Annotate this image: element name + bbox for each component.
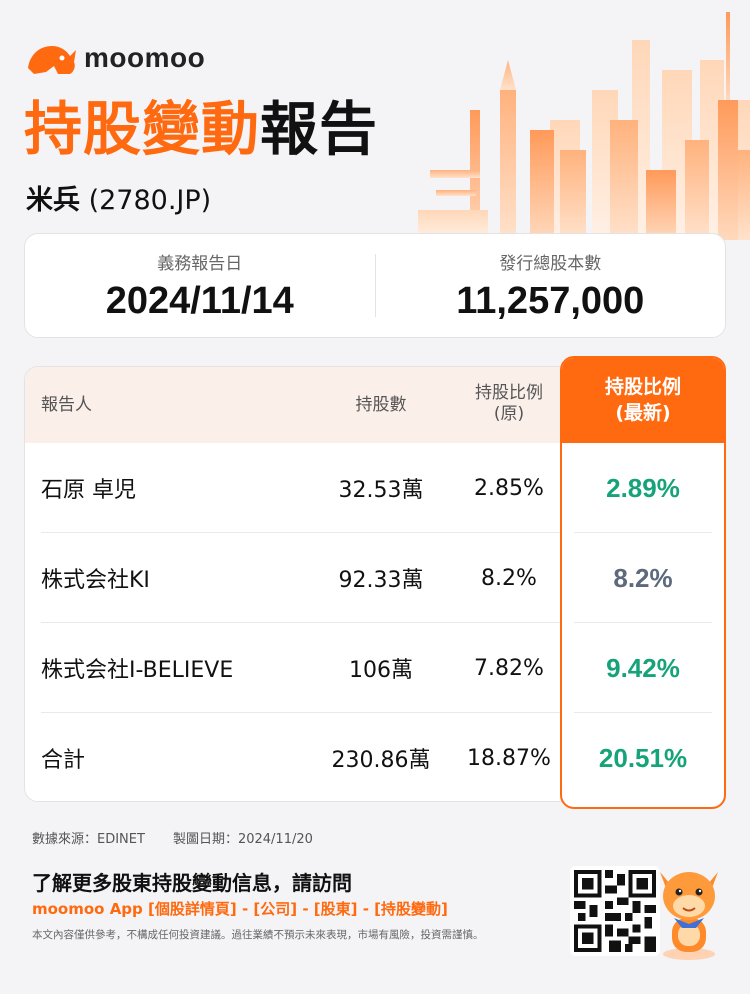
table-row: 石原 卓児 32.53萬 2.85% xyxy=(25,443,725,533)
disclaimer: 本文內容僅供參考，不構成任何投資建議。過往業績不預示未來表現，市場有風險，投資需… xyxy=(32,929,484,941)
report-date-value: 2024/11/14 xyxy=(105,279,294,322)
ratio-old: 2.85% xyxy=(474,475,544,501)
ratio-old: 8.2% xyxy=(481,565,537,591)
city-skyline-icon xyxy=(418,12,750,240)
ratio-new: 20.51% xyxy=(598,742,688,773)
stock-identifier: 米兵 (2780.JP) xyxy=(26,178,211,217)
cta-text: 了解更多股東持股變動信息，請訪問 xyxy=(32,871,352,895)
row-divider xyxy=(574,712,712,713)
latest-ratio-column: 持股比例 (最新) 2.89% 8.2% 9.42% 20.51% xyxy=(560,356,726,809)
report-date-block: 義務報告日 2024/11/14 xyxy=(25,234,375,337)
title-suffix: 報告 xyxy=(260,95,379,163)
app-navigation-path[interactable]: moomoo App [個股詳情頁] - [公司] - [股東] - [持股變動… xyxy=(32,900,448,918)
ratio-new: 2.89% xyxy=(606,472,680,503)
company-name: 米兵 xyxy=(26,185,80,216)
brand-name: moomoo xyxy=(84,42,206,73)
shares-issued-label: 發行總股本數 xyxy=(499,253,602,274)
summary-card: 義務報告日 2024/11/14 發行總股本數 11,257,000 xyxy=(24,233,726,338)
header-ratio-old: 持股比例 (原) xyxy=(461,383,557,426)
reporter-name: 石原 卓児 xyxy=(41,478,136,503)
reporter-name: 株式会社I-BELIEVE xyxy=(41,658,234,683)
header-ratio-new: 持股比例 (最新) xyxy=(562,358,724,443)
chart-date: 製圖日期：2024/11/20 xyxy=(172,832,313,847)
row-divider xyxy=(41,532,711,533)
reporter-name: 合計 xyxy=(41,748,86,773)
summary-divider xyxy=(374,254,376,317)
table-row: 株式会社I-BELIEVE 106萬 7.82% xyxy=(25,623,725,713)
ratio-new: 8.2% xyxy=(613,562,673,593)
report-date-label: 義務報告日 xyxy=(157,253,243,274)
table-row-total: 合計 230.86萬 18.87% xyxy=(25,713,725,801)
header-ratio-new-line2: (最新) xyxy=(615,401,671,424)
moomoo-logo: moomoo xyxy=(24,38,205,78)
header-reporter: 報告人 xyxy=(41,395,92,415)
bull-head-icon xyxy=(28,46,76,74)
header-shares: 持股數 xyxy=(355,395,407,415)
title-highlight: 持股變動 xyxy=(24,95,261,163)
shares-held: 106萬 xyxy=(349,658,413,683)
ratio-old: 18.87% xyxy=(467,745,551,771)
header-ratio-old-line2: (原) xyxy=(493,404,525,425)
ratio-new: 9.42% xyxy=(606,652,680,683)
qr-code-icon[interactable] xyxy=(570,866,660,956)
row-divider xyxy=(574,532,712,533)
shares-held: 230.86萬 xyxy=(331,748,431,773)
ticker-code: (2780.JP) xyxy=(88,185,212,216)
row-divider xyxy=(41,712,711,713)
table-row: 株式会社KI 92.33萬 8.2% xyxy=(25,533,725,623)
shares-issued-value: 11,257,000 xyxy=(456,279,645,322)
data-source: 數據來源：EDINET xyxy=(32,832,145,847)
header-ratio-new-line1: 持股比例 xyxy=(604,375,681,398)
header-ratio-old-line1: 持股比例 xyxy=(475,383,543,403)
shares-held: 92.33萬 xyxy=(338,568,424,593)
shares-held: 32.53萬 xyxy=(338,478,424,503)
reporter-name: 株式会社KI xyxy=(41,568,150,593)
page-title: 持股變動報告 xyxy=(24,95,379,163)
report-meta: 數據來源：EDINET 製圖日期：2024/11/20 xyxy=(32,828,313,847)
moomoo-mascot-icon xyxy=(660,872,718,960)
ratio-old: 7.82% xyxy=(474,655,544,681)
row-divider xyxy=(574,622,712,623)
row-divider xyxy=(41,622,711,623)
shares-issued-block: 發行總股本數 11,257,000 xyxy=(376,234,726,337)
